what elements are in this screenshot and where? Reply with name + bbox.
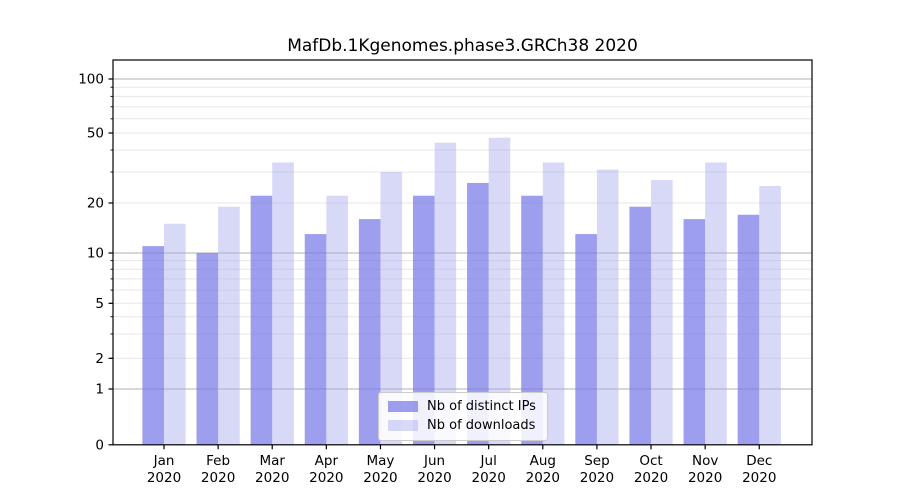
legend-swatch-distinct-ips (388, 401, 418, 412)
bar-downloads-jun (434, 142, 457, 445)
legend: Nb of distinct IPs Nb of downloads (378, 392, 548, 441)
x-tick-label: Nov 2020 (688, 453, 722, 486)
x-tick-label: Feb 2020 (201, 453, 235, 486)
x-tick-label: Jul 2020 (472, 453, 506, 486)
bar-distinct-ips-jan (142, 246, 164, 445)
bar-downloads-aug (542, 162, 565, 445)
legend-entry-downloads: Nb of downloads (385, 416, 541, 435)
bar-distinct-ips-mar (250, 195, 273, 445)
bar-downloads-apr (326, 195, 348, 445)
bar-distinct-ips-sep (575, 234, 597, 445)
x-tick-label: Aug 2020 (526, 453, 560, 486)
y-tick-label: 2 (95, 351, 104, 367)
y-tick-label: 5 (95, 296, 104, 312)
bar-distinct-ips-apr (304, 234, 327, 445)
y-tick-label: 50 (87, 126, 104, 142)
bar-distinct-ips-nov (683, 219, 706, 445)
x-tick-label: Mar 2020 (255, 453, 289, 486)
y-tick-label: 10 (87, 246, 104, 262)
x-tick-label: Apr 2020 (309, 453, 343, 486)
x-tick-label: Jun 2020 (417, 453, 451, 486)
x-tick-label: Dec 2020 (742, 453, 776, 486)
bar-downloads-feb (218, 206, 240, 445)
bar-downloads-nov (705, 162, 727, 445)
bar-distinct-ips-jun (412, 195, 435, 445)
bar-distinct-ips-dec (737, 214, 760, 445)
x-tick-label: Oct 2020 (634, 453, 668, 486)
legend-entry-distinct-ips: Nb of distinct IPs (385, 397, 541, 416)
legend-label-distinct-ips: Nb of distinct IPs (427, 399, 536, 414)
legend-label-downloads: Nb of downloads (427, 418, 536, 433)
y-tick-label: 100 (78, 72, 104, 88)
x-tick-label: May 2020 (363, 453, 397, 486)
x-tick-label: Sep 2020 (580, 453, 614, 486)
bar-downloads-mar (272, 162, 294, 445)
bar-distinct-ips-may (358, 219, 381, 445)
bar-downloads-sep (596, 169, 619, 445)
chart-title: MafDb.1Kgenomes.phase3.GRCh38 2020 (287, 36, 638, 56)
y-tick-label: 1 (95, 382, 104, 398)
bar-distinct-ips-aug (521, 195, 543, 445)
bar-downloads-may (380, 172, 403, 445)
x-tick-label: Jan 2020 (147, 453, 181, 486)
y-tick-label: 20 (87, 196, 104, 212)
bar-downloads-dec (759, 185, 781, 445)
y-tick-label: 0 (95, 437, 104, 453)
bar-distinct-ips-oct (629, 206, 652, 445)
legend-swatch-downloads (388, 420, 418, 431)
bar-distinct-ips-jul (467, 182, 489, 445)
bar-downloads-jul (488, 137, 511, 445)
bar-distinct-ips-feb (196, 253, 219, 445)
bar-downloads-jan (164, 223, 186, 445)
bar-downloads-oct (651, 180, 673, 445)
